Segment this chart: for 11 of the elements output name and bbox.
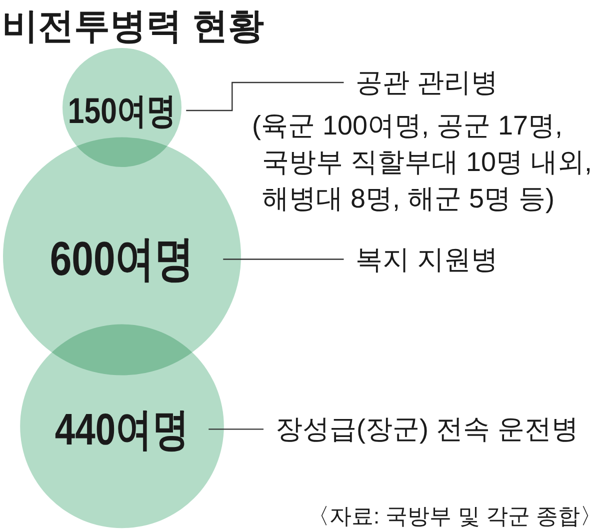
value-label: 600여명 (50, 232, 194, 286)
annotation: 해병대 8명, 해군 5명 등) (262, 184, 554, 214)
annotation: 〈자료: 국방부 및 각군 종합〉 (307, 504, 602, 528)
annotation: (육군 100여명, 공군 17명, (252, 110, 563, 140)
value-label: 440여명 (54, 404, 190, 454)
category-label: 장성급(장군) 전속 운전병 (276, 414, 578, 444)
annotation: 국방부 직할부대 10명 내외, (262, 147, 592, 177)
title: 비전투병력 현황 (2, 5, 264, 46)
category-label: 복지 지원병 (356, 244, 498, 274)
category-label: 공관 관리병 (356, 68, 498, 98)
value-label: 150여명 (68, 90, 176, 131)
